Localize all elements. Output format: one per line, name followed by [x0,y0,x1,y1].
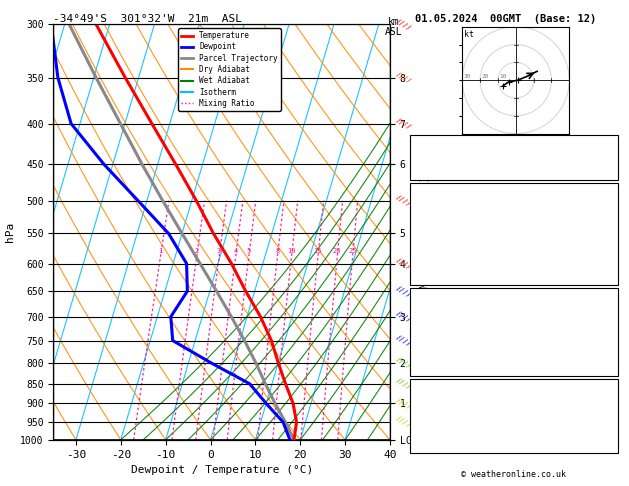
Text: PW (cm): PW (cm) [414,165,455,175]
Text: © weatheronline.co.uk: © weatheronline.co.uk [462,470,566,479]
Text: 330: 330 [598,318,615,328]
Text: 20: 20 [333,248,342,254]
Text: 19: 19 [603,136,615,146]
Text: 446: 446 [598,347,615,357]
Text: -34°49'S  301°32'W  21m  ASL: -34°49'S 301°32'W 21m ASL [53,14,242,23]
Text: ////: //// [395,17,413,31]
Text: θₑ (K): θₑ (K) [414,318,449,328]
Text: ////: //// [395,334,413,347]
Text: 850: 850 [598,303,615,313]
Text: ////: //// [395,415,413,429]
Text: ////: //// [395,194,413,208]
Text: ////: //// [395,310,413,324]
Text: 20: 20 [481,73,489,79]
Text: 8: 8 [276,248,279,254]
Text: SREH: SREH [414,409,437,419]
Text: -4: -4 [603,332,615,342]
Y-axis label: hPa: hPa [4,222,14,242]
Text: StmDir: StmDir [414,423,449,433]
Text: CIN (J): CIN (J) [414,361,455,371]
Text: Totals Totals: Totals Totals [414,151,490,160]
Text: CAPE (J): CAPE (J) [414,256,461,266]
Text: 129: 129 [598,409,615,419]
Text: 3.03: 3.03 [592,165,615,175]
Text: ////: //// [395,377,413,391]
Text: km
ASL: km ASL [385,17,403,37]
Text: Lifted Index: Lifted Index [414,332,484,342]
Text: 17.7: 17.7 [592,213,615,223]
Text: 2: 2 [194,248,199,254]
Text: ////: //// [395,70,413,85]
Text: 1: 1 [158,248,162,254]
Text: Dewp (°C): Dewp (°C) [414,213,467,223]
Text: kt: kt [464,30,474,39]
Text: Temp (°C): Temp (°C) [414,198,467,208]
Text: 3: 3 [217,248,221,254]
Y-axis label: Mixing Ratio (g/kg): Mixing Ratio (g/kg) [420,176,430,288]
Text: 4: 4 [233,248,238,254]
X-axis label: Dewpoint / Temperature (°C): Dewpoint / Temperature (°C) [131,465,313,475]
Text: Pressure (mb): Pressure (mb) [414,303,490,313]
Text: 3: 3 [610,395,615,404]
Text: 10: 10 [287,248,296,254]
Text: -3: -3 [603,242,615,251]
Text: 39: 39 [603,437,615,448]
Text: 01.05.2024  00GMT  (Base: 12): 01.05.2024 00GMT (Base: 12) [415,14,596,24]
Text: 25: 25 [348,248,357,254]
Text: CIN (J): CIN (J) [414,270,455,280]
Text: 312°: 312° [592,423,615,433]
Text: K: K [414,136,420,146]
Text: ////: //// [395,117,413,130]
Text: 30: 30 [463,73,470,79]
Legend: Temperature, Dewpoint, Parcel Trajectory, Dry Adiabat, Wet Adiabat, Isotherm, Mi: Temperature, Dewpoint, Parcel Trajectory… [179,28,281,111]
Text: EH: EH [414,395,426,404]
Text: 55: 55 [603,361,615,371]
Text: 18.6: 18.6 [592,198,615,208]
Text: ////: //// [395,356,413,370]
Text: Hodograph: Hodograph [487,380,540,390]
Text: 15: 15 [314,248,322,254]
Text: 240: 240 [598,256,615,266]
Text: 10: 10 [499,73,506,79]
Text: θₑ(K): θₑ(K) [414,227,443,237]
Text: Surface: Surface [493,184,535,194]
Text: Lifted Index: Lifted Index [414,242,484,251]
Text: ////: //// [395,257,413,270]
Text: 147: 147 [598,270,615,280]
Text: ////: //// [395,284,413,298]
Text: ////: //// [395,397,413,410]
Text: 327: 327 [598,227,615,237]
Text: 5: 5 [247,248,251,254]
Text: 55: 55 [603,151,615,160]
Text: StmSpd (kt): StmSpd (kt) [414,437,479,448]
Text: Most Unstable: Most Unstable [476,289,552,299]
Text: CAPE (J): CAPE (J) [414,347,461,357]
